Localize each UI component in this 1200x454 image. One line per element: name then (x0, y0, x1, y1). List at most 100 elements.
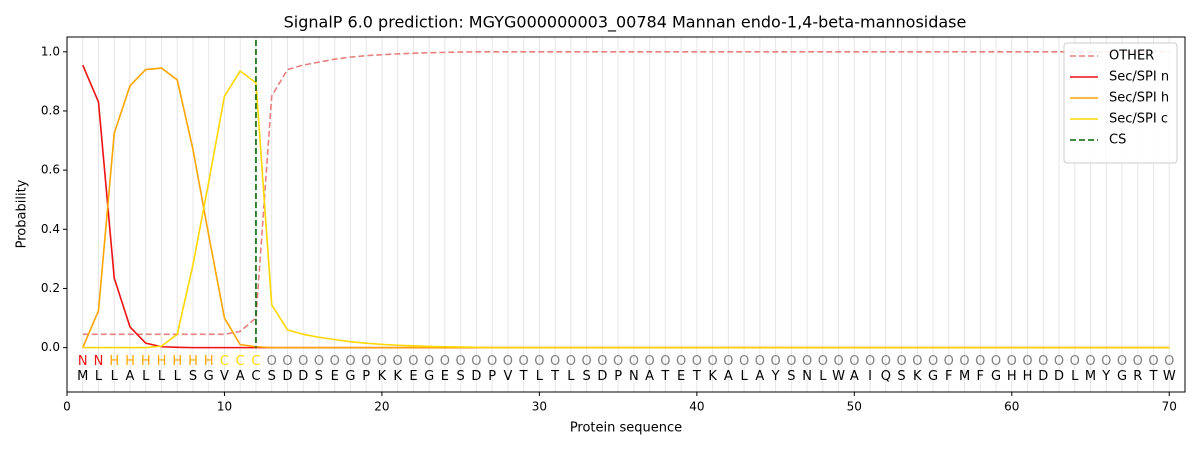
residue-label: M (959, 369, 970, 384)
region-label: O (1022, 354, 1032, 369)
residue-label: L (567, 369, 575, 384)
region-label: O (959, 354, 969, 369)
residue-label: H (1007, 369, 1017, 384)
residue-label: S (457, 369, 465, 384)
region-label: O (660, 354, 670, 369)
residue-label: G (928, 369, 938, 384)
region-label: O (739, 354, 749, 369)
residue-label: G (1117, 369, 1127, 384)
region-label: O (629, 354, 639, 369)
region-label: O (975, 354, 985, 369)
residue-label: Y (1101, 369, 1110, 384)
region-label: H (157, 354, 167, 369)
residue-label: L (174, 369, 182, 384)
region-label: O (645, 354, 655, 369)
residue-label: K (378, 369, 387, 384)
region-label: O (865, 354, 875, 369)
residue-label: A (645, 369, 654, 384)
residue-label: M (77, 369, 88, 384)
region-label: O (503, 354, 513, 369)
residue-label: S (315, 369, 323, 384)
region-label: C (220, 354, 229, 369)
residue-label: V (503, 369, 512, 384)
series-line (82, 69, 1170, 349)
residue-label: L (740, 369, 748, 384)
residue-label: G (345, 369, 355, 384)
residue-label: P (362, 369, 370, 384)
residue-label: I (868, 369, 872, 384)
region-label: O (298, 354, 308, 369)
residue-label: G (424, 369, 434, 384)
residue-label: R (1133, 369, 1142, 384)
residue-label: A (126, 369, 135, 384)
x-tick-label: 0 (63, 400, 71, 414)
region-label: O (597, 354, 607, 369)
region-label: O (1038, 354, 1048, 369)
region-label: O (1101, 354, 1111, 369)
region-label: C (236, 354, 245, 369)
residue-label: T (550, 369, 559, 384)
region-label: O (456, 354, 466, 369)
region-label: O (282, 354, 292, 369)
x-tick-label: 50 (847, 400, 862, 414)
y-tick-label: 0.4 (41, 222, 60, 236)
y-tick-label: 0.6 (41, 163, 60, 177)
x-tick-label: 60 (1004, 400, 1019, 414)
region-label: O (1117, 354, 1127, 369)
residue-label: H (1023, 369, 1033, 384)
region-label: O (833, 354, 843, 369)
residue-label: D (282, 369, 292, 384)
region-label: O (707, 354, 717, 369)
residue-label: K (393, 369, 402, 384)
region-label: O (881, 354, 891, 369)
residue-label: K (913, 369, 922, 384)
series-line (82, 50, 1170, 336)
residue-label: T (692, 369, 701, 384)
y-tick-label: 0.8 (41, 103, 60, 117)
legend-label: CS (1109, 133, 1126, 148)
residue-label: V (220, 369, 229, 384)
residue-label: F (977, 369, 984, 384)
region-label: O (1148, 354, 1158, 369)
region-label: H (125, 354, 135, 369)
residue-label: A (850, 369, 859, 384)
residue-label: A (755, 369, 764, 384)
residue-label: T (660, 369, 669, 384)
y-axis-label: Probability (15, 179, 30, 248)
residue-label: E (677, 369, 685, 384)
residue-label: G (204, 369, 214, 384)
legend-label: OTHER (1109, 49, 1154, 64)
plot-frame (66, 36, 1186, 393)
residue-label: N (802, 369, 812, 384)
region-label: O (330, 354, 340, 369)
residue-label: S (897, 369, 905, 384)
series-line (82, 67, 1170, 349)
residue-label: C (251, 369, 260, 384)
region-label: O (944, 354, 954, 369)
residue-label: Y (771, 369, 780, 384)
x-tick-label: 20 (374, 400, 389, 414)
residue-label: T (1149, 369, 1158, 384)
region-label: O (345, 354, 355, 369)
region-label: O (361, 354, 371, 369)
region-label: O (424, 354, 434, 369)
region-label: H (204, 354, 214, 369)
legend-label: Sec/SPI n (1109, 70, 1169, 85)
region-label: O (896, 354, 906, 369)
region-label: O (1054, 354, 1064, 369)
region-label: O (566, 354, 576, 369)
residue-label: K (708, 369, 717, 384)
legend-label: Sec/SPI h (1109, 91, 1169, 106)
residue-label: A (724, 369, 733, 384)
region-label: O (786, 354, 796, 369)
region-label: O (849, 354, 859, 369)
y-tick-label: 0.2 (41, 281, 60, 295)
region-label: O (550, 354, 560, 369)
residue-label: S (189, 369, 197, 384)
region-label: O (314, 354, 324, 369)
y-tick-label: 0.0 (41, 340, 60, 354)
residue-label: T (519, 369, 528, 384)
residue-label: Q (881, 369, 891, 384)
region-label: O (393, 354, 403, 369)
region-label: O (1133, 354, 1143, 369)
